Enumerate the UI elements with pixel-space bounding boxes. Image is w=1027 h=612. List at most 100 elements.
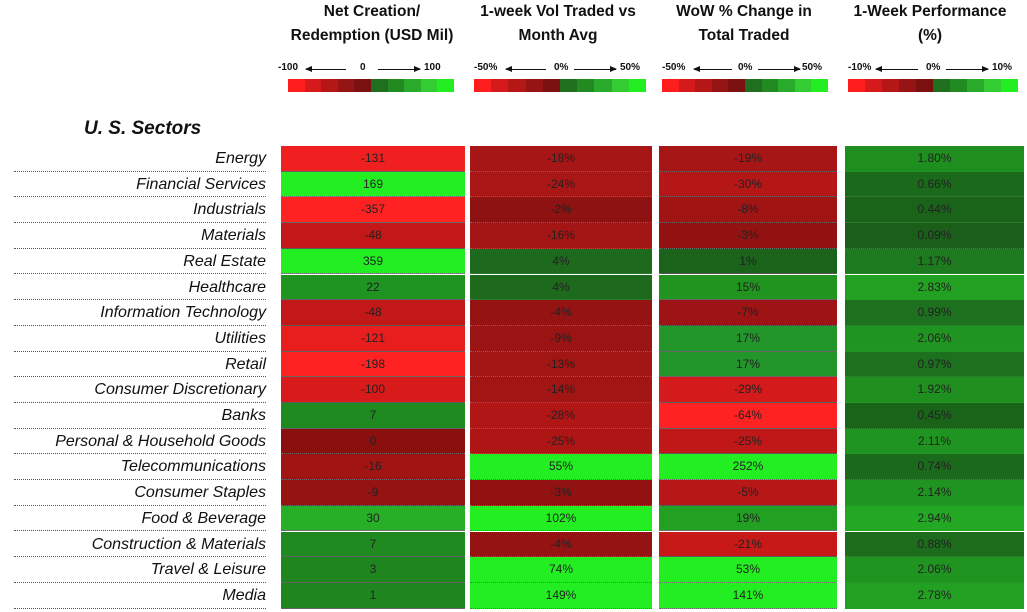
heatmap-cell: 4% (470, 274, 652, 301)
scale-arrow-left (505, 66, 546, 72)
heatmap-cell: 30 (281, 505, 465, 532)
column-header-line1: WoW % Change in (676, 3, 812, 20)
scale-arrow-right (758, 66, 801, 72)
heatmap-cell: -19% (659, 146, 837, 172)
heatmap-cell: -64% (659, 403, 837, 429)
heatmap-cell: -16 (281, 454, 465, 481)
column-header-line1: 1-week Vol Traded vs (480, 3, 636, 20)
color-scale-net-creation: -100 0 100 (278, 60, 454, 96)
scale-swatch (984, 79, 1001, 92)
color-scale-vol-traded: -50% 0% 50% (474, 60, 647, 96)
heatmap-cell: 2.14% (845, 480, 1024, 506)
heatmap-cell: 0.45% (845, 403, 1024, 429)
scale-swatch (611, 79, 629, 92)
heatmap-cell: 0.44% (845, 197, 1024, 224)
scale-swatch (437, 79, 454, 92)
row-label: Banks (14, 403, 266, 429)
column-header-wow-change: WoW % Change in Total Traded (652, 0, 836, 48)
heatmap-cell: -3% (659, 223, 837, 249)
color-scale-wow-change: -50% 0% 50% (662, 60, 828, 96)
scale-swatch (865, 79, 882, 92)
heatmap-cell: -29% (659, 377, 837, 403)
scale-swatch (744, 79, 762, 92)
row-label: Financial Services (14, 172, 266, 198)
scale-min-label: -50% (474, 62, 498, 73)
scale-swatch (491, 79, 509, 92)
scale-swatch (577, 79, 595, 92)
scale-swatches (848, 79, 1018, 92)
scale-swatch (594, 79, 612, 92)
scale-swatch (404, 79, 421, 92)
scale-swatch (711, 79, 729, 92)
scale-swatches (288, 79, 454, 92)
scale-swatch (1001, 79, 1018, 92)
heatmap-cell: -4% (470, 531, 652, 558)
color-scale-performance: -10% 0% 10% (848, 60, 1018, 96)
scale-swatch (678, 79, 696, 92)
scale-mid-label: 0 (360, 62, 366, 73)
scale-swatch (321, 79, 338, 92)
heatmap-cell: 359 (281, 248, 465, 275)
scale-swatch (728, 79, 745, 92)
row-label: Information Technology (14, 300, 266, 326)
heatmap-cell: -21% (659, 531, 837, 558)
scale-arrow-right (378, 66, 421, 72)
scale-swatch (304, 79, 322, 92)
heatmap-cell: 19% (659, 505, 837, 532)
heatmap-cell: 2.83% (845, 274, 1024, 301)
heatmap-cell: -24% (470, 171, 652, 198)
heatmap-cell: 0 (281, 428, 465, 455)
heatmap-cell: 1.80% (845, 146, 1024, 172)
heatmap-cell: -48 (281, 223, 465, 249)
heatmap-cell: -121 (281, 325, 465, 352)
heatmap-cell: -25% (659, 428, 837, 455)
scale-mid-label: 0% (554, 62, 569, 73)
row-label: Telecommunications (14, 454, 266, 481)
row-label: Energy (14, 146, 266, 172)
scale-swatch (967, 79, 984, 92)
heatmap-cell: -131 (281, 146, 465, 172)
heatmap-cell: 1% (659, 248, 837, 275)
heatmap-cell: 0.88% (845, 531, 1024, 558)
heatmap-cell: 252% (659, 454, 837, 481)
heatmap-cell: -28% (470, 403, 652, 429)
scale-swatch (695, 79, 712, 92)
scale-swatches (474, 79, 647, 92)
heatmap-cell: -8% (659, 197, 837, 224)
row-label: Industrials (14, 197, 266, 224)
column-header-line2: Month Avg (518, 27, 598, 44)
scale-swatch (916, 79, 933, 92)
heatmap-cell: 0.99% (845, 300, 1024, 326)
scale-max-label: 100 (424, 62, 441, 73)
scale-arrow-left (305, 66, 346, 72)
scale-min-label: -100 (278, 62, 299, 73)
scale-swatch (950, 79, 967, 92)
heatmap-cell: -18% (470, 146, 652, 172)
scale-swatch (474, 79, 492, 92)
heatmap-cell: -16% (470, 223, 652, 249)
scale-swatch (387, 79, 405, 92)
heatmap-cell: -14% (470, 377, 652, 403)
scale-swatch (811, 79, 828, 92)
scale-swatch (794, 79, 812, 92)
heatmap-cell: 0.97% (845, 351, 1024, 378)
scale-max-label: 50% (620, 62, 641, 73)
row-label: Utilities (14, 326, 266, 352)
scale-swatch (508, 79, 526, 92)
scale-swatch (899, 79, 916, 92)
heatmap-cell: 1.92% (845, 377, 1024, 403)
scale-swatch (542, 79, 561, 92)
scale-swatch (337, 79, 355, 92)
row-label: Travel & Leisure (14, 557, 266, 583)
heatmap-cell: -198 (281, 351, 465, 378)
heatmap-cell: 55% (470, 454, 652, 481)
heatmap-cell: 17% (659, 325, 837, 352)
heatmap-cell: -13% (470, 351, 652, 378)
row-label: Consumer Staples (14, 480, 266, 506)
heatmap-cell: 22 (281, 274, 465, 301)
scale-swatch (525, 79, 543, 92)
column-header-net-creation: Net Creation/ Redemption (USD Mil) (280, 0, 464, 48)
scale-swatch (420, 79, 438, 92)
scale-swatch (778, 79, 795, 92)
scale-swatch (628, 79, 647, 92)
